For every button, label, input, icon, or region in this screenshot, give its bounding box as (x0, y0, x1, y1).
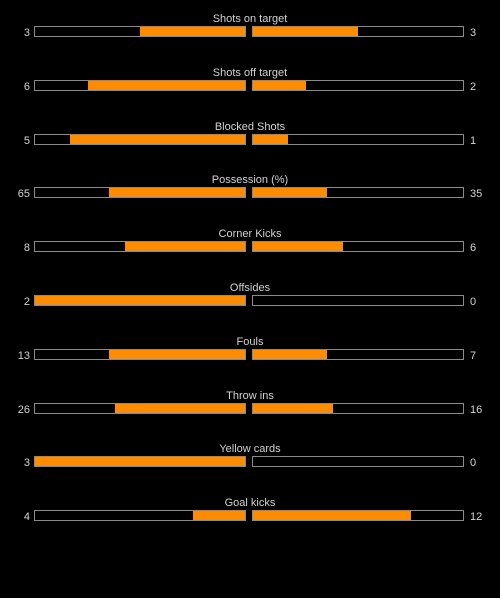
home-bar-fill (35, 296, 245, 305)
away-bar-fill (253, 404, 333, 413)
away-value: 7 (470, 350, 477, 362)
away-bar (252, 134, 464, 145)
away-bar (252, 349, 464, 360)
stat-row-offsides: Offsides 2 0 (0, 281, 500, 321)
away-bar (252, 456, 464, 467)
away-value: 35 (470, 188, 483, 200)
stat-label: Throw ins (226, 390, 274, 402)
away-bar (252, 26, 464, 37)
away-bar-fill (253, 27, 358, 36)
home-bar (34, 295, 246, 306)
home-value: 5 (23, 135, 30, 147)
home-bar-fill (192, 511, 245, 520)
away-bar (252, 80, 464, 91)
home-value: 8 (23, 242, 30, 254)
home-bar (34, 187, 246, 198)
home-bar-fill (87, 81, 245, 90)
home-bar-fill (70, 135, 245, 144)
away-value: 1 (470, 135, 477, 147)
stat-label: Offsides (229, 282, 271, 294)
home-bar (34, 510, 246, 521)
home-bar-fill (108, 188, 245, 197)
home-bar (34, 26, 246, 37)
home-bar (34, 80, 246, 91)
away-value: 2 (470, 81, 477, 93)
home-value: 3 (23, 457, 30, 469)
away-bar-fill (253, 511, 411, 520)
home-bar (34, 134, 246, 145)
stat-row-blocked-shots: Blocked Shots 5 1 (0, 120, 500, 160)
home-bar (34, 349, 246, 360)
stat-row-shots-off-target: Shots off target 6 2 (0, 66, 500, 106)
home-value: 6 (23, 81, 30, 93)
stat-row-possession: Possession (%) 65 35 (0, 173, 500, 213)
away-value: 0 (470, 296, 477, 308)
away-bar-fill (253, 350, 327, 359)
home-value: 26 (17, 404, 30, 416)
stat-label: Shots on target (212, 13, 288, 25)
away-bar-fill (253, 188, 327, 197)
stat-row-shots-on-target: Shots on target 3 3 (0, 12, 500, 52)
away-bar-fill (253, 135, 288, 144)
home-value: 13 (17, 350, 30, 362)
stat-label: Blocked Shots (214, 121, 286, 133)
stat-row-goal-kicks: Goal kicks 4 12 (0, 496, 500, 536)
home-value: 3 (23, 27, 30, 39)
stat-row-fouls: Fouls 13 7 (0, 335, 500, 375)
stat-label: Yellow cards (219, 443, 281, 455)
home-bar (34, 241, 246, 252)
home-bar (34, 403, 246, 414)
home-bar-fill (108, 350, 245, 359)
home-bar (34, 456, 246, 467)
away-bar (252, 403, 464, 414)
home-value: 2 (23, 296, 30, 308)
home-value: 65 (17, 188, 30, 200)
away-bar (252, 295, 464, 306)
away-bar (252, 510, 464, 521)
stat-row-throw-ins: Throw ins 26 16 (0, 389, 500, 429)
away-value: 3 (470, 27, 477, 39)
away-value: 6 (470, 242, 477, 254)
home-bar-fill (115, 404, 245, 413)
home-bar-fill (125, 242, 245, 251)
stat-label: Shots off target (212, 67, 288, 79)
home-bar-fill (35, 457, 245, 466)
away-value: 12 (470, 511, 483, 523)
stat-label: Possession (%) (211, 174, 289, 186)
away-bar (252, 241, 464, 252)
stat-label: Goal kicks (224, 497, 276, 509)
away-value: 0 (470, 457, 477, 469)
away-value: 16 (470, 404, 483, 416)
away-bar-fill (253, 242, 343, 251)
stat-row-corner-kicks: Corner Kicks 8 6 (0, 227, 500, 267)
away-bar (252, 187, 464, 198)
away-bar-fill (253, 81, 306, 90)
stat-label: Fouls (236, 336, 264, 348)
home-bar-fill (140, 27, 245, 36)
stat-row-yellow-cards: Yellow cards 3 0 (0, 442, 500, 482)
home-value: 4 (23, 511, 30, 523)
stat-label: Corner Kicks (218, 228, 282, 240)
